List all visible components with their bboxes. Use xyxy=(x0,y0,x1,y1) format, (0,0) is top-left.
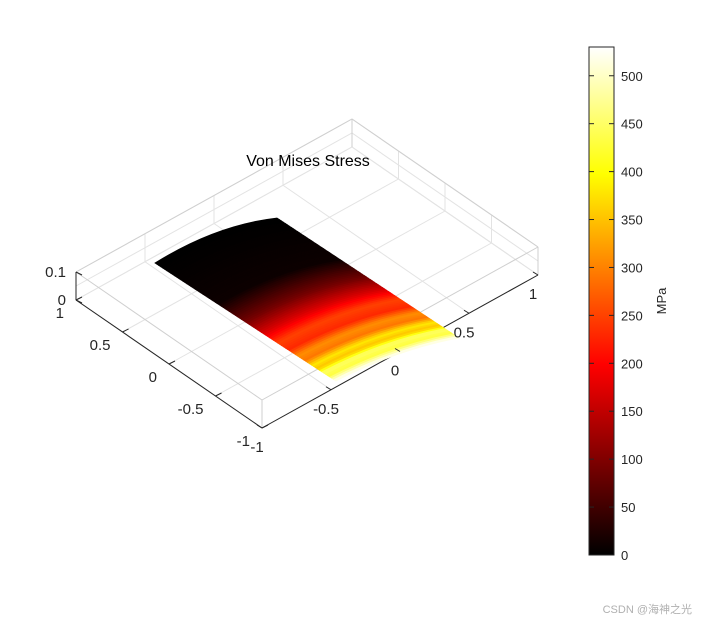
x-tick-mark xyxy=(463,309,470,314)
y-tick-mark xyxy=(261,424,269,429)
box-edge xyxy=(75,271,263,401)
colorbar-tick-label: 250 xyxy=(621,308,643,323)
y-tick-mark xyxy=(75,296,83,301)
colorbar: 0 50 100 150 200 250 300 350 400 450 500 MPa xyxy=(588,46,669,563)
box-edge xyxy=(75,118,353,273)
colorbar-tick-label: 0 xyxy=(621,548,628,563)
x-axis-ticks: -1 -0.5 0 0.5 1 xyxy=(250,271,539,456)
surface-patch xyxy=(333,336,461,382)
x-tick-mark xyxy=(394,348,401,352)
colorbar-ticks: 0 50 100 150 200 250 300 350 400 450 500 xyxy=(589,69,643,563)
z-tick-label: 0 xyxy=(58,292,66,309)
y-axis-ticks: -1 -0.5 0 0.5 1 xyxy=(56,296,269,450)
z-tick-label: 0.1 xyxy=(45,264,66,281)
x-tick-mark xyxy=(325,386,332,391)
z-tick-mark xyxy=(75,271,83,276)
x-tick-mark xyxy=(532,271,539,276)
colorbar-tick-label: 100 xyxy=(621,452,643,467)
colorbar-fill xyxy=(588,46,615,556)
stress-surface xyxy=(154,217,461,382)
colorbar-tick-label: 450 xyxy=(621,117,643,132)
colorbar-tick-label: 50 xyxy=(621,500,635,515)
y-tick-label: -0.5 xyxy=(178,401,204,418)
y-tick-label: 0.5 xyxy=(90,337,111,354)
x-tick-label: 0.5 xyxy=(454,324,475,341)
colorbar-label: MPa xyxy=(654,287,669,315)
watermark-text: CSDN @海神之光 xyxy=(602,604,692,616)
colorbar-tick-label: 300 xyxy=(621,260,643,275)
y-tick-mark xyxy=(122,328,129,333)
y-tick-label: -1 xyxy=(237,433,250,450)
y-tick-label: 1 xyxy=(56,305,64,322)
z-axis-ticks: 00.1 xyxy=(45,264,83,309)
x-tick-label: -1 xyxy=(250,439,263,456)
box-edge xyxy=(351,118,539,248)
colorbar-tick-label: 400 xyxy=(621,165,643,180)
y-tick-mark xyxy=(215,392,222,397)
x-tick-label: -0.5 xyxy=(313,401,339,418)
colorbar-tick-label: 350 xyxy=(621,213,643,228)
colorbar-tick-label: 500 xyxy=(621,69,643,84)
colorbar-tick-label: 150 xyxy=(621,404,643,419)
x-tick-mark xyxy=(256,424,263,429)
chart-title: Von Mises Stress xyxy=(246,153,370,170)
x-tick-label: 1 xyxy=(529,286,537,303)
y-tick-label: 0 xyxy=(149,369,157,386)
colorbar-tick-label: 200 xyxy=(621,356,643,371)
x-tick-label: 0 xyxy=(391,363,399,380)
y-tick-mark xyxy=(168,360,176,365)
axes-3d: -1-0.500.51 -1-0.500.51 00.1 xyxy=(45,118,539,456)
z-tick-mark xyxy=(75,299,83,304)
floor-grid-line-x xyxy=(282,184,470,314)
